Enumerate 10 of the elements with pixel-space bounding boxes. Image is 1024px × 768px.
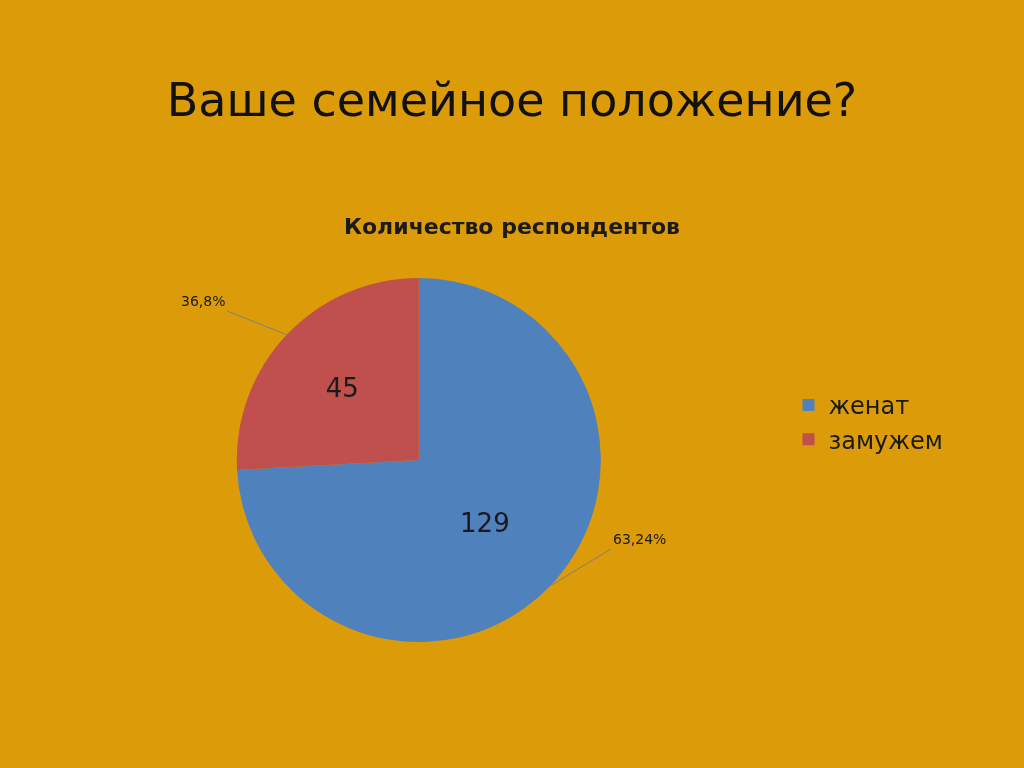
pie-slice (237, 278, 601, 642)
text: 63,24% (613, 531, 667, 547)
chart-subtitle: Количество респондентов (344, 214, 681, 239)
data-label: 45 (325, 372, 359, 403)
text: 36,8% (181, 293, 226, 309)
pie-slice (237, 278, 419, 470)
legend-label: замужем (828, 426, 943, 455)
data-label: 129 (460, 507, 510, 538)
legend-label: женат (828, 392, 910, 421)
chart-title: Ваше семейное положение? (166, 73, 858, 128)
